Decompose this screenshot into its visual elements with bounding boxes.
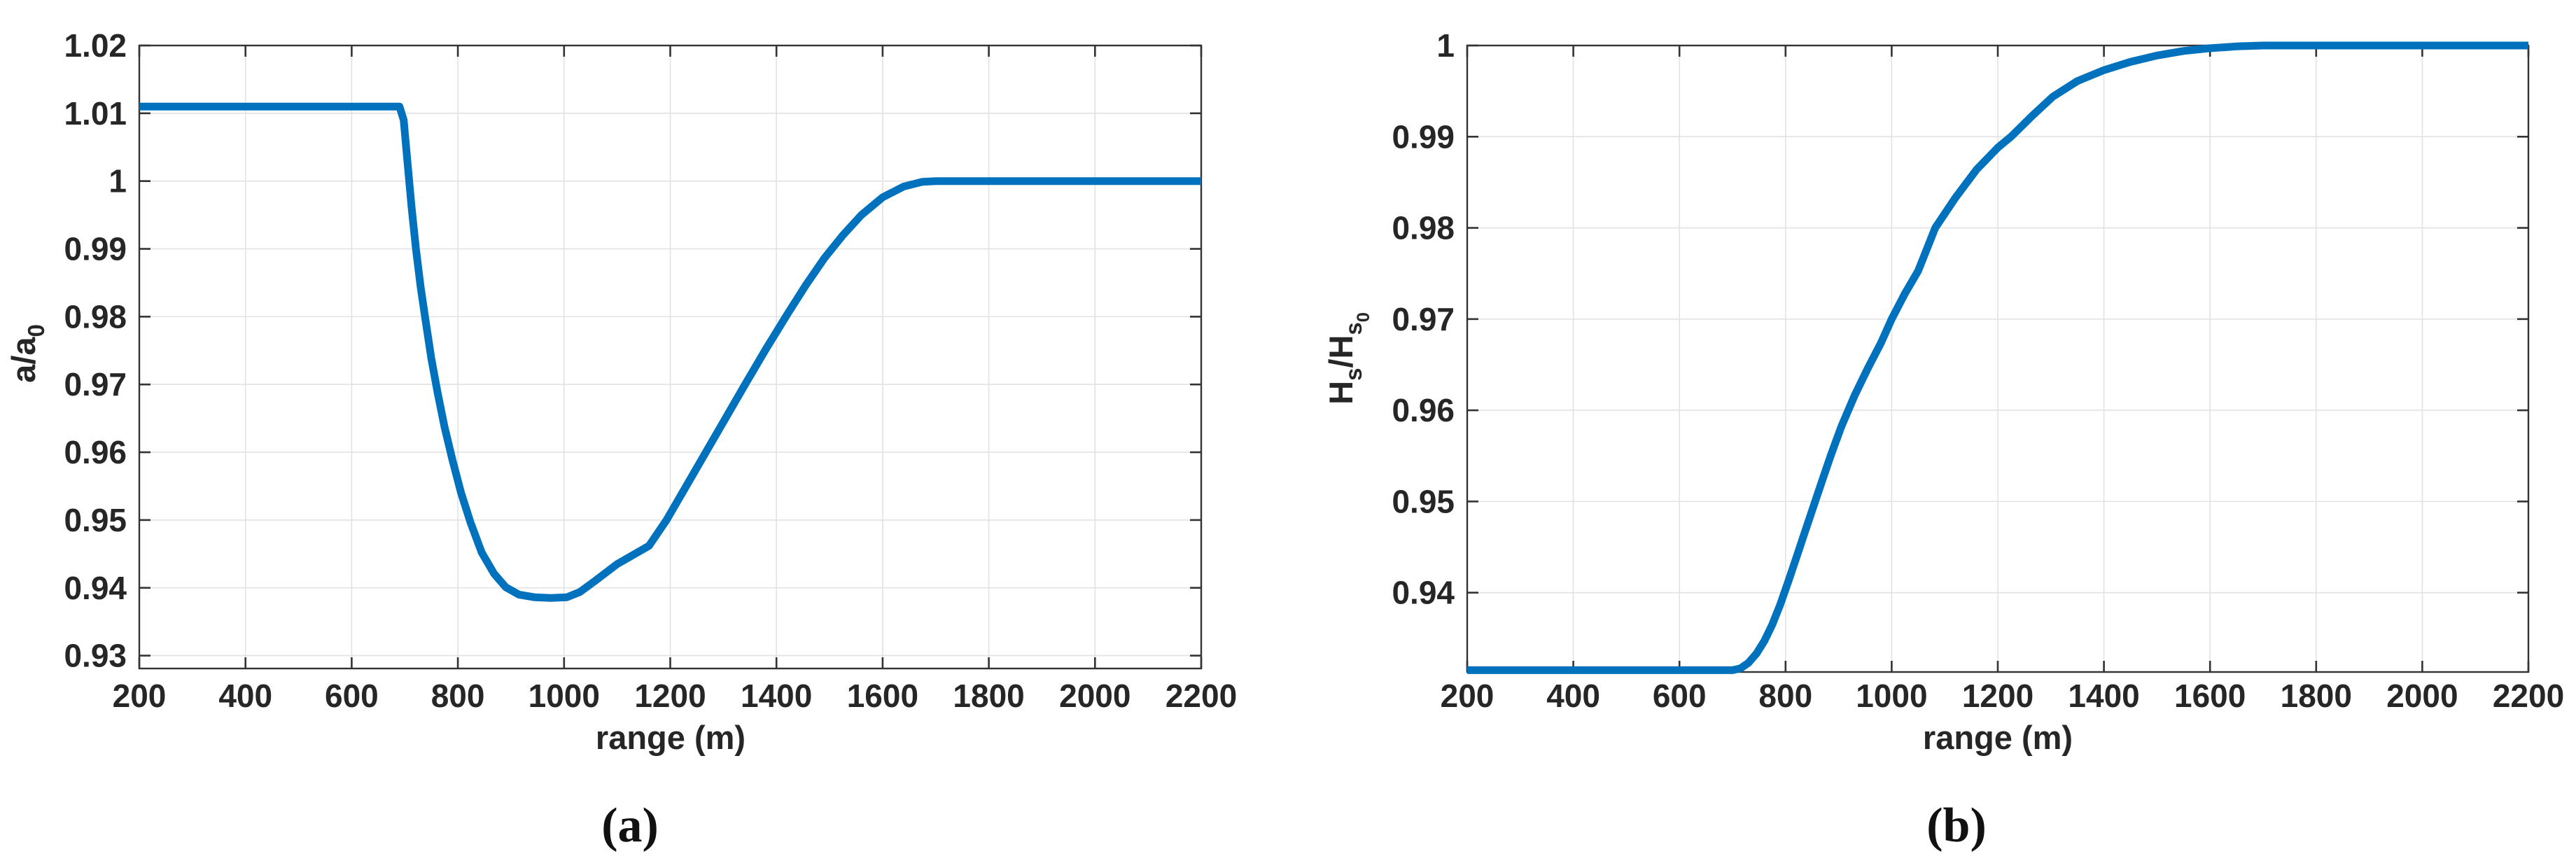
x-tick-label: 1600 <box>847 678 918 714</box>
y-tick-label: 0.97 <box>1392 301 1455 337</box>
y-tick-label: 0.99 <box>64 231 127 267</box>
x-tick-label: 1400 <box>2068 678 2139 714</box>
y-tick-label: 1 <box>1436 27 1455 64</box>
y-tick-label: 1.02 <box>64 27 127 64</box>
x-tick-label: 1800 <box>953 678 1024 714</box>
y-tick-label: 0.96 <box>1392 392 1455 428</box>
y-tick-label: 0.98 <box>1392 210 1455 246</box>
x-tick-label: 400 <box>1546 678 1600 714</box>
y-tick-label: 1 <box>108 163 127 200</box>
y-tick-label: 0.94 <box>64 570 127 606</box>
curve-line <box>1467 41 2528 674</box>
y-axis-label: a/a0 <box>5 324 49 383</box>
y-tick-label: 0.93 <box>64 638 127 674</box>
x-tick-label: 1800 <box>2281 678 2352 714</box>
y-axis-label: Hs/Hs0 <box>1322 312 1373 405</box>
y-tick-label: 0.94 <box>1392 575 1455 611</box>
x-tick-label: 1600 <box>2174 678 2246 714</box>
y-tick-label: 0.99 <box>1392 118 1455 155</box>
plot-b-canvas: 200 400 600 800 1000 1200 1400 1600 1800 2000 2200… <box>1322 27 2564 756</box>
y-tick-label: 0.95 <box>1392 483 1455 519</box>
x-tick-label: 400 <box>218 678 272 714</box>
x-tick-label: 600 <box>325 678 379 714</box>
y-tick-label: 0.96 <box>64 434 127 470</box>
x-tick-label: 200 <box>1441 678 1494 714</box>
curve-line <box>139 102 1201 602</box>
x-tick-label: 800 <box>431 678 485 714</box>
x-axis-label: range (m) <box>596 719 746 756</box>
x-tick-label: 2200 <box>1166 678 1237 714</box>
x-tick-label: 1200 <box>634 678 706 714</box>
x-tick-label: 1000 <box>1856 678 1927 714</box>
caption-b: (b) <box>1926 799 1987 853</box>
x-tick-label: 200 <box>113 678 167 714</box>
x-tick-label: 1000 <box>528 678 600 714</box>
x-tick-label: 1400 <box>741 678 812 714</box>
y-tick-label: 0.97 <box>64 366 127 402</box>
y-tick-label: 1.01 <box>64 95 127 132</box>
x-tick-label: 1200 <box>1962 678 2033 714</box>
x-tick-label: 800 <box>1758 678 1812 714</box>
y-tick-label: 0.95 <box>64 502 127 538</box>
x-tick-label: 600 <box>1653 678 1707 714</box>
x-tick-label: 2000 <box>1059 678 1130 714</box>
x-axis-label: range (m) <box>1923 719 2073 756</box>
plot-a-canvas: 200 400 600 800 1000 1200 1400 1600 1800 2000 2200… <box>5 27 1237 756</box>
x-tick-label: 2200 <box>2493 678 2564 714</box>
x-tick-label: 2000 <box>2386 678 2458 714</box>
caption-a: (a) <box>601 799 659 853</box>
y-tick-label: 0.98 <box>64 298 127 335</box>
